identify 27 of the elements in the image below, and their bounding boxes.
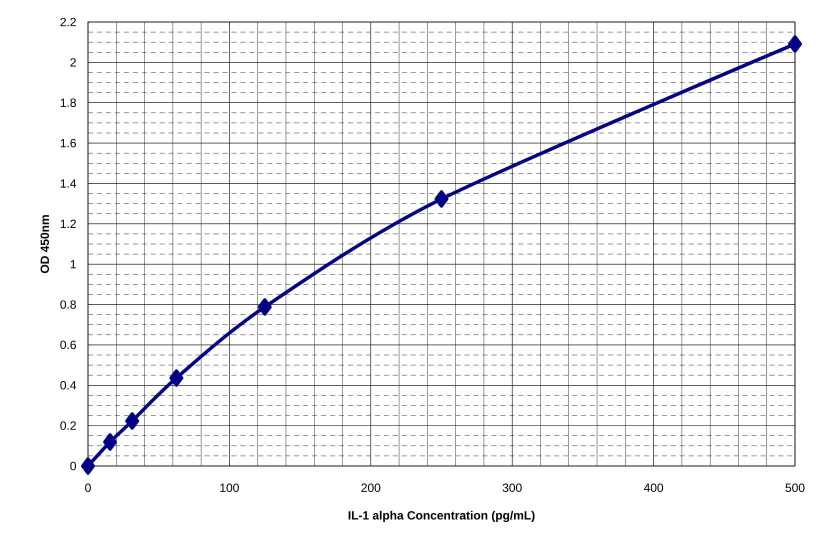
y-tick-label: 0.2 (60, 421, 76, 430)
y-tick-label: 0.6 (60, 340, 76, 350)
point (103, 433, 118, 451)
point (788, 35, 802, 53)
y-tick-label: 1.2 (60, 220, 76, 228)
y-tick-label: 0 (70, 462, 76, 470)
point (81, 457, 95, 475)
point (169, 369, 184, 387)
point (258, 298, 272, 316)
x-tick-label: 300 (502, 484, 522, 492)
point (125, 412, 140, 430)
y-tick-label: 1 (70, 260, 76, 268)
x-axis-title: IL-1 alpha Concentration (pg/mL) (348, 510, 535, 522)
y-tick-label: 2 (70, 58, 76, 67)
y-tick-label: 1.4 (60, 179, 76, 188)
y-tick-label: 1.8 (60, 98, 76, 107)
point (434, 190, 448, 208)
x-tick-label: 100 (220, 484, 239, 492)
y-tick-label: 1.6 (60, 138, 76, 148)
y-tick-label: 0.8 (60, 300, 76, 309)
y-axis-title: OD 450nm (40, 215, 50, 274)
y-tick-label: 2.2 (60, 18, 76, 26)
x-tick-label: 200 (361, 484, 380, 492)
x-tick-label: 0 (85, 484, 91, 492)
y-tick-label: 0.4 (60, 381, 76, 390)
x-tick-label: 500 (786, 484, 805, 492)
x-tick-label: 400 (644, 484, 664, 492)
